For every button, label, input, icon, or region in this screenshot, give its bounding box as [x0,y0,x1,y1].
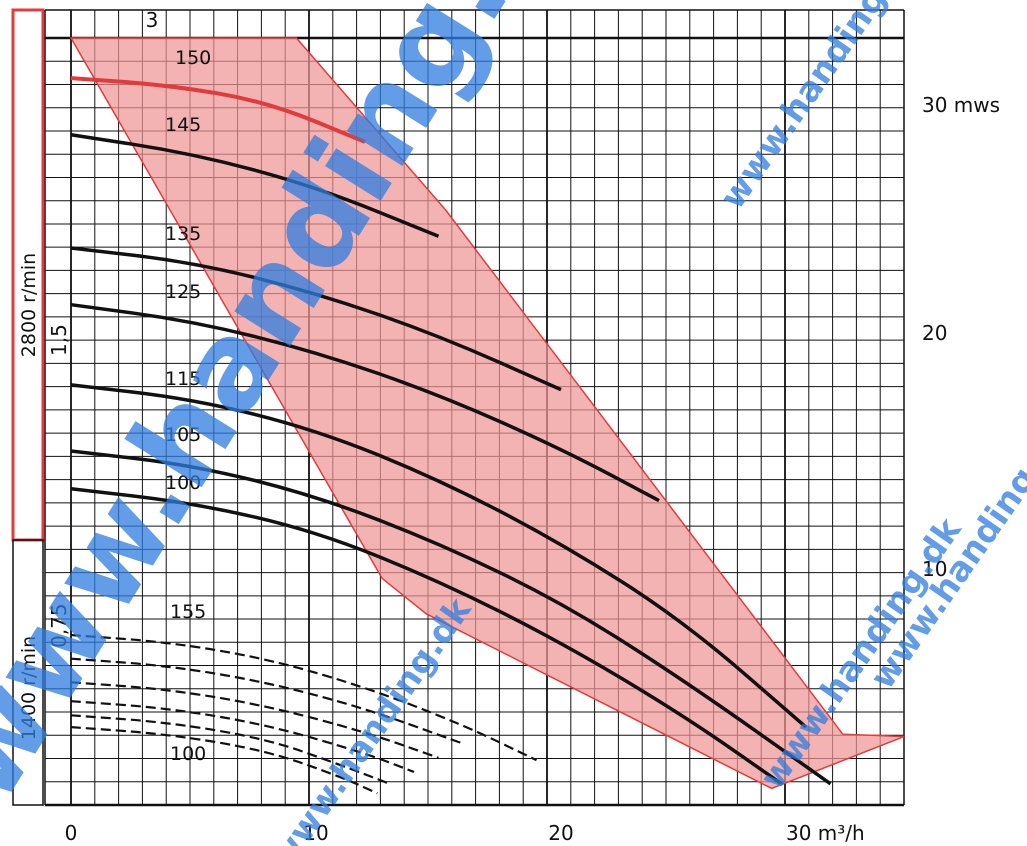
curve-label-low-100: 100 [170,743,206,765]
curve-label-150: 150 [175,47,211,69]
left-tick-label: 0,75 [47,603,71,648]
curve-label-125: 125 [165,281,201,303]
performance-curves [70,76,832,795]
watermark-text: www.handing.dk [263,590,481,846]
curve-135-2800 [70,246,562,392]
curve-low-speed-1 [70,657,464,745]
speed-label-2800: 2800 r/min [18,253,40,357]
curve-115-2800 [70,383,808,729]
curve-145-2800 [70,133,440,238]
curve-label-100: 100 [165,472,201,494]
curve-label-135: 135 [165,223,201,245]
curve-low-speed-155 [70,633,537,762]
operating-region [69,37,905,790]
curve-105-2800 [70,449,832,786]
watermark-text: www.handing.dk [713,0,931,217]
left-tick-label: 1,5 [47,324,71,356]
curve-150-2800 [70,76,366,144]
curve-low-speed-3 [70,700,415,773]
curve-label-105: 105 [165,424,201,446]
curve-low-speed-2 [70,681,439,759]
curve-100-2800 [70,487,783,786]
operating-region-area [69,37,905,790]
chart-labels: 0 10 20 30 m³/h 10 20 30 mws 0,75 1,5 3 2800 r/min… [18,8,1000,845]
y-tick-label: 20 [922,321,947,345]
curve-label-145: 145 [165,114,201,136]
speed-label-1400: 1400 r/min [18,636,40,740]
x-tick-label: 0 [65,821,78,845]
left-tick-label: 3 [146,8,159,32]
y-tick-label: 10 [922,557,947,581]
curve-low-speed-100 [70,726,378,795]
low-speed-box [12,539,44,806]
x-tick-label: 20 [548,821,573,845]
curve-low-speed-4 [70,714,390,785]
curve-label-low-155: 155 [170,601,206,623]
curve-125-2800 [70,302,660,503]
x-axis-end-label: 30 m³/h [786,821,865,845]
x-tick-label: 10 [303,821,328,845]
y-axis-end-label: 30 mws [922,93,1000,117]
curve-label-115: 115 [165,368,201,390]
